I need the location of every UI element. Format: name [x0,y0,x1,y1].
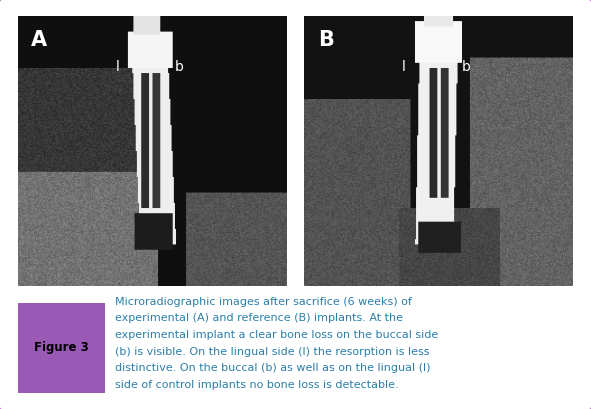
Text: side of control implants no bone loss is detectable.: side of control implants no bone loss is… [115,380,399,390]
Text: A: A [31,30,47,50]
Text: Microradiographic images after sacrifice (6 weeks) of: Microradiographic images after sacrifice… [115,297,412,306]
Text: experimental (A) and reference (B) implants. At the: experimental (A) and reference (B) impla… [115,313,403,323]
Text: distinctive. On the buccal (b) as well as on the lingual (l): distinctive. On the buccal (b) as well a… [115,363,431,373]
Text: (b) is visible. On the lingual side (l) the resorption is less: (b) is visible. On the lingual side (l) … [115,347,430,357]
Text: experimental implant a clear bone loss on the buccal side: experimental implant a clear bone loss o… [115,330,439,340]
Text: l: l [115,60,119,74]
Text: B: B [318,30,334,50]
Text: b: b [174,60,184,74]
Text: l: l [402,60,406,74]
Text: Figure 3: Figure 3 [34,341,89,354]
FancyBboxPatch shape [14,298,109,397]
Text: b: b [461,60,470,74]
